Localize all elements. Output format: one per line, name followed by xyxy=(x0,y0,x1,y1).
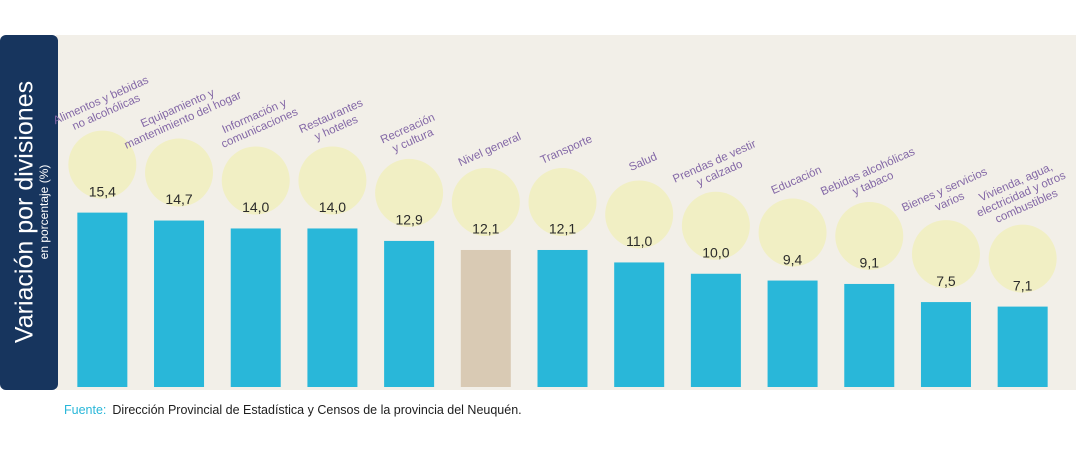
icon-circle xyxy=(681,191,750,260)
bar xyxy=(384,240,435,387)
source-label: Fuente: xyxy=(64,403,106,417)
value-label: 15,4 xyxy=(89,183,116,199)
source: Fuente: Dirección Provincial de Estadísti… xyxy=(64,403,522,417)
bar xyxy=(920,302,971,387)
bar xyxy=(537,249,588,387)
bar xyxy=(997,306,1048,387)
bar xyxy=(844,283,895,387)
icon-circle xyxy=(375,158,444,227)
icon-circle xyxy=(298,146,367,215)
value-label: 14,7 xyxy=(165,191,192,207)
icon-circle xyxy=(835,201,904,270)
value-label: 14,0 xyxy=(319,199,346,215)
value-label: 7,5 xyxy=(936,273,956,289)
icon-circle xyxy=(451,167,520,236)
value-label: 7,1 xyxy=(1013,277,1033,293)
side-band xyxy=(0,35,58,390)
value-label: 11,0 xyxy=(626,233,652,249)
bar xyxy=(460,249,511,387)
chart-title: Variación por divisiones xyxy=(11,81,39,343)
value-label: 14,0 xyxy=(242,199,269,215)
icon-circle xyxy=(528,167,597,236)
icon-circle xyxy=(221,146,290,215)
value-label: 12,1 xyxy=(472,221,499,237)
value-label: 12,9 xyxy=(395,212,422,228)
bar xyxy=(307,228,358,387)
icon-circle xyxy=(988,224,1057,293)
icon-circle xyxy=(68,130,137,199)
icon-circle xyxy=(145,138,214,207)
icon-circle xyxy=(911,220,980,289)
bar xyxy=(767,280,818,387)
value-label: 9,1 xyxy=(860,255,880,271)
value-label: 12,1 xyxy=(549,221,576,237)
value-label: 9,4 xyxy=(783,251,803,267)
chart-subtitle: en porcentaje (%) xyxy=(37,165,51,260)
bar xyxy=(690,273,741,387)
bar xyxy=(154,220,205,387)
icon-circle xyxy=(758,198,827,267)
icon-circle xyxy=(605,180,674,249)
bar xyxy=(230,228,281,387)
bar xyxy=(614,262,665,387)
bar xyxy=(77,212,128,387)
source-text: Dirección Provincial de Estadística y Ce… xyxy=(112,403,521,417)
value-label: 10,0 xyxy=(702,244,729,260)
